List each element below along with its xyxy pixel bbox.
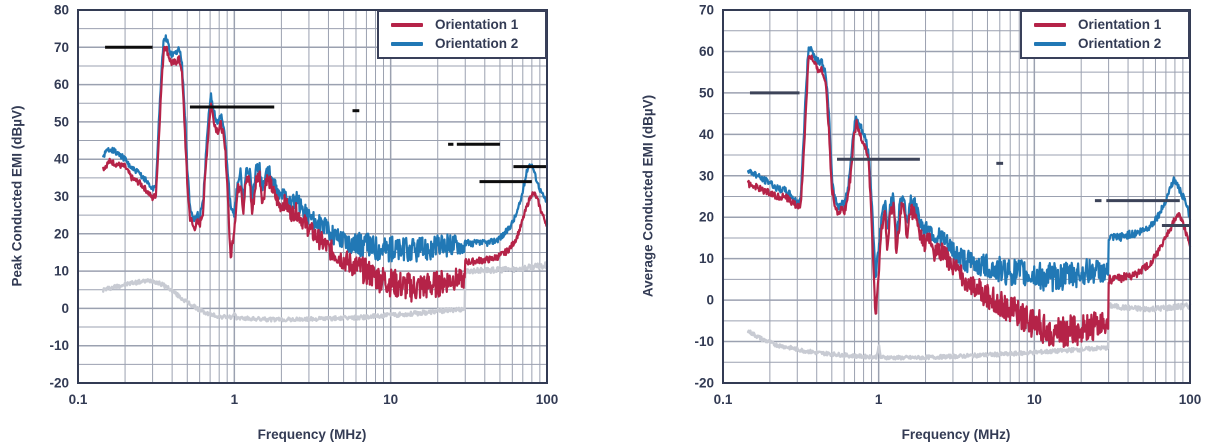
- y-tick-label: 60: [54, 77, 69, 92]
- y-tick-label: 10: [54, 264, 69, 279]
- x-tick-label: 10: [1027, 392, 1042, 407]
- y-tick-label: -10: [694, 334, 714, 349]
- y-tick-label: 0: [706, 293, 714, 308]
- orientation-1-swatch: [1034, 23, 1066, 27]
- y-tick-label: 30: [699, 168, 714, 183]
- x-axis-label: Frequency (MHz): [257, 427, 367, 442]
- y-tick-label: 80: [54, 3, 69, 18]
- orientation-2-swatch: [391, 42, 423, 46]
- y-tick-label: 20: [54, 226, 69, 241]
- y-tick-label: 60: [699, 44, 714, 59]
- y-tick-label: 20: [699, 210, 714, 225]
- x-tick-label: 10: [383, 392, 398, 407]
- legend-item-orientation-1: Orientation 1: [1034, 17, 1188, 33]
- average-emi-chart: 70 60 50 40 30 20 10 0 -10 -20 0.1 1 10 100 Average C…: [605, 0, 1209, 447]
- x-tick-label: 100: [536, 392, 559, 407]
- y-tick-label: 70: [699, 3, 714, 18]
- x-axis-label: Frequency (MHz): [901, 427, 1011, 442]
- y-tick-label: 70: [54, 40, 69, 55]
- legend-label: Orientation 1: [1078, 17, 1162, 32]
- y-tick-label: 10: [699, 251, 714, 266]
- y-tick-label: 30: [54, 189, 69, 204]
- x-tick-label: 1: [231, 392, 239, 407]
- legend-item-orientation-2: Orientation 2: [391, 36, 545, 52]
- y-axis-label: Average Conducted EMI (dBµV): [640, 94, 656, 298]
- x-tick-label: 1: [875, 392, 883, 407]
- y-tick-label: 0: [61, 301, 69, 316]
- orientation-2-swatch: [1034, 42, 1066, 46]
- legend-item-orientation-1: Orientation 1: [391, 17, 545, 33]
- x-tick-label: 100: [1179, 392, 1202, 407]
- y-tick-label: 40: [699, 127, 714, 142]
- y-tick-label: 50: [699, 85, 714, 100]
- x-tick-label: 0.1: [69, 392, 88, 407]
- legend-label: Orientation 2: [435, 36, 519, 51]
- orientation-1-swatch: [391, 23, 423, 27]
- legend-label: Orientation 2: [1078, 36, 1162, 51]
- legend-label: Orientation 1: [435, 17, 519, 32]
- x-tick-label: 0.1: [714, 392, 733, 407]
- y-tick-label: -20: [49, 376, 69, 391]
- legend: Orientation 1 Orientation 2: [377, 10, 547, 59]
- legend-item-orientation-2: Orientation 2: [1034, 36, 1188, 52]
- y-axis-label: Peak Conducted EMI (dBµV): [9, 105, 25, 287]
- peak-emi-chart: 80 70 60 50 40 30 20 10 0 -10 -20 0.1 1 10 100 Peak Co…: [0, 0, 604, 447]
- y-tick-label: -10: [49, 338, 69, 353]
- y-tick-label: 50: [54, 114, 69, 129]
- legend: Orientation 1 Orientation 2: [1020, 10, 1190, 59]
- y-tick-label: 40: [54, 152, 69, 167]
- y-tick-label: -20: [694, 376, 714, 391]
